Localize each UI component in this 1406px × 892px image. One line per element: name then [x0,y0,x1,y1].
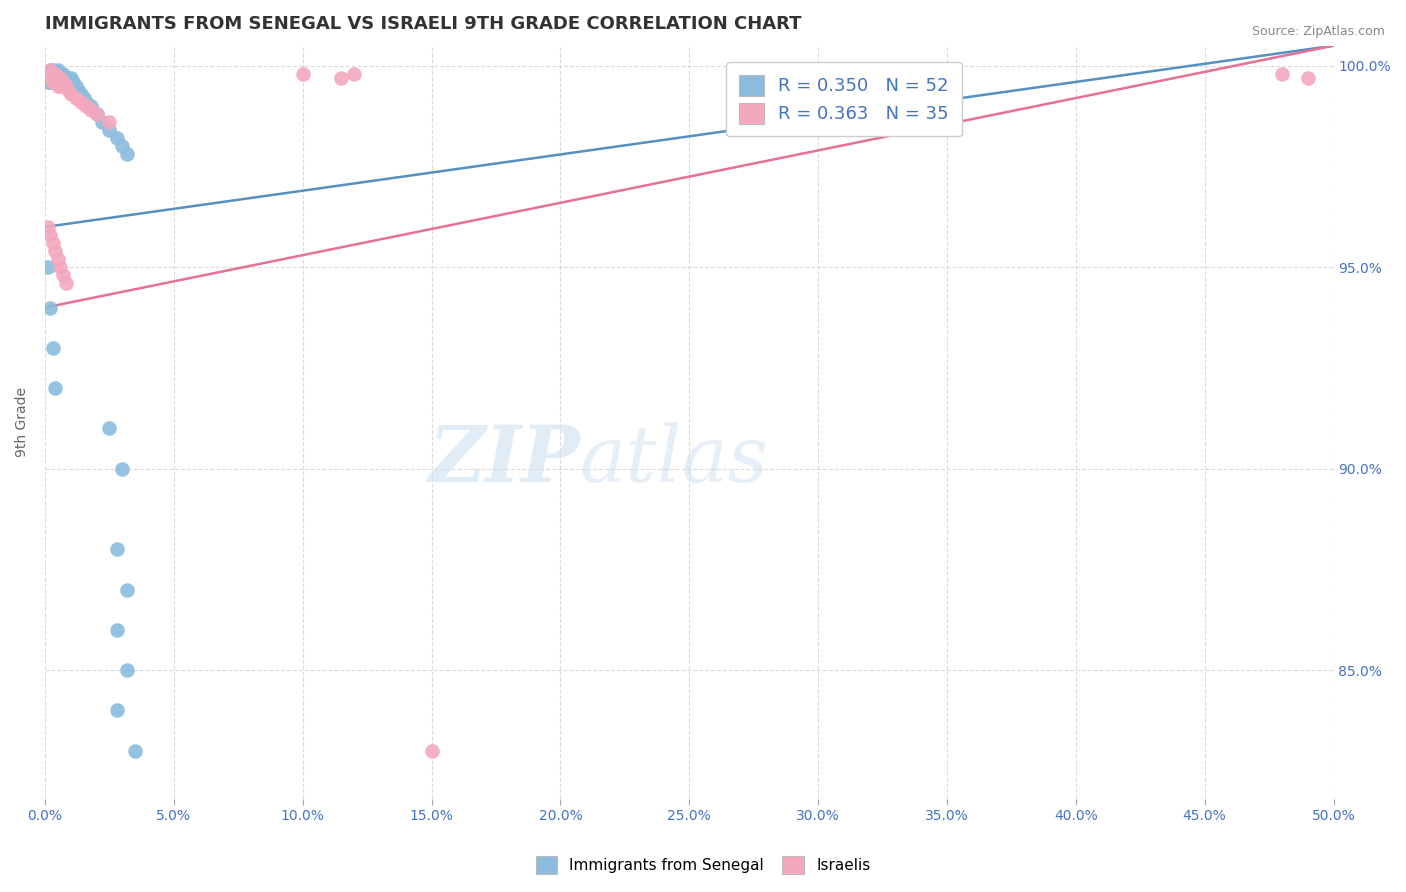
Point [41,75,63,89]
Point [70,87,93,101]
Point [343,67,366,81]
Point [44,75,66,89]
Point [62,75,84,89]
Point [39,70,62,85]
Point [111,461,134,475]
Point [55,70,77,85]
Point [39,62,62,77]
Point [41,67,63,81]
Point [49,75,72,89]
Point [41,75,63,89]
Point [41,236,63,251]
Point [37,260,59,275]
Point [55,78,77,93]
Point [65,78,87,93]
Point [44,75,66,89]
Point [117,147,139,161]
Point [111,139,134,153]
Point [98,421,121,435]
Point [70,95,93,109]
Point [1296,70,1319,85]
Point [41,70,63,85]
Point [52,75,75,89]
Legend: Immigrants from Senegal, Israelis: Immigrants from Senegal, Israelis [530,850,876,880]
Point [52,268,75,283]
Point [86,107,108,121]
Point [39,70,62,85]
Point [75,95,97,109]
Text: IMMIGRANTS FROM SENEGAL VS ISRAELI 9TH GRADE CORRELATION CHART: IMMIGRANTS FROM SENEGAL VS ISRAELI 9TH G… [45,15,801,33]
Point [37,67,59,81]
Point [59,87,82,101]
Point [117,582,139,597]
Point [37,67,59,81]
Legend: R = 0.350   N = 52, R = 0.363   N = 35: R = 0.350 N = 52, R = 0.363 N = 35 [725,62,962,136]
Point [46,70,69,85]
Point [39,67,62,81]
Point [105,623,128,637]
Text: atlas: atlas [579,422,769,499]
Point [41,67,63,81]
Point [37,219,59,234]
Point [49,67,72,81]
Point [41,62,63,77]
Point [39,227,62,242]
Y-axis label: 9th Grade: 9th Grade [15,387,30,458]
Point [1271,67,1294,81]
Point [44,244,66,259]
Point [37,70,59,85]
Point [41,341,63,355]
Point [105,542,128,557]
Point [49,70,72,85]
Point [46,78,69,93]
Point [56,78,79,93]
Point [80,103,103,117]
Point [330,70,353,85]
Point [44,67,66,81]
Point [46,75,69,89]
Point [98,115,121,129]
Point [59,78,82,93]
Point [49,260,72,275]
Point [67,83,90,97]
Point [105,703,128,717]
Point [44,67,66,81]
Point [86,107,108,121]
Point [420,744,443,758]
Point [55,78,77,93]
Point [90,115,112,129]
Point [72,91,94,105]
Point [75,99,97,113]
Point [291,67,314,81]
Point [39,301,62,315]
Text: Source: ZipAtlas.com: Source: ZipAtlas.com [1251,25,1385,38]
Point [37,75,59,89]
Point [39,62,62,77]
Point [65,91,87,105]
Point [46,252,69,267]
Point [52,75,75,89]
Point [98,123,121,137]
Point [52,67,75,81]
Point [49,78,72,93]
Point [44,381,66,395]
Point [55,277,77,291]
Text: ZIP: ZIP [427,422,579,499]
Point [46,62,69,77]
Point [44,70,66,85]
Point [39,75,62,89]
Point [105,131,128,145]
Point [56,70,79,85]
Point [59,70,82,85]
Point [46,70,69,85]
Point [56,83,79,97]
Point [117,663,139,677]
Point [80,99,103,113]
Point [124,744,146,758]
